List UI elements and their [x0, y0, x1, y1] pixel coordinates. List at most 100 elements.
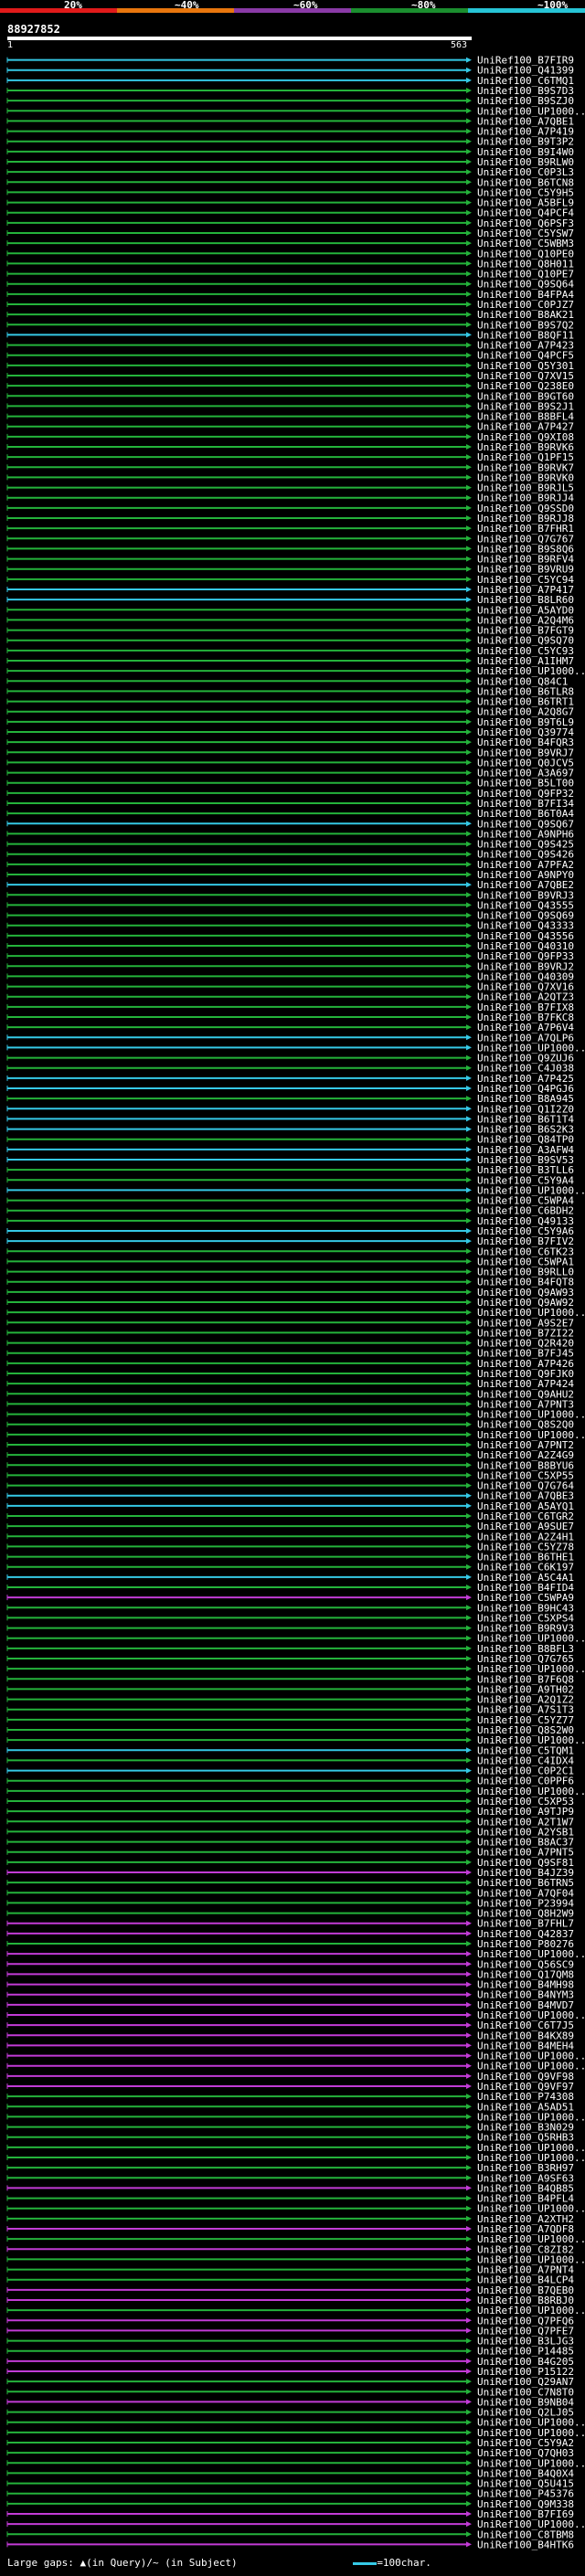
hit-row[interactable]: UniRef100_P74308	[6, 2091, 574, 2103]
hit-row[interactable]: UniRef100_B6TRN5	[6, 1877, 574, 1889]
hit-row[interactable]: UniRef100_B9R9V3	[6, 1623, 574, 1635]
hit-label[interactable]: UniRef100_B9RFV4	[477, 554, 574, 566]
hit-label[interactable]: UniRef100_B7QEB0	[477, 2284, 574, 2296]
hit-label[interactable]: UniRef100_Q8H2W9	[477, 1908, 574, 1920]
hit-row[interactable]: UniRef100_Q9XI08	[6, 431, 574, 443]
hit-label[interactable]: UniRef100_B4MH98	[477, 1979, 574, 1991]
hit-row[interactable]: UniRef100_Q9AHU2	[6, 1388, 574, 1400]
hit-label[interactable]: UniRef100_Q6PSF3	[477, 217, 574, 229]
hit-label[interactable]: UniRef100_B4NYM3	[477, 1989, 574, 2001]
hit-row[interactable]: UniRef100_A9TJP9	[6, 1806, 574, 1818]
hit-label[interactable]: UniRef100_C5XP55	[477, 1469, 574, 1481]
hit-label[interactable]: UniRef100_Q7PFQ6	[477, 2315, 574, 2327]
hit-label[interactable]: UniRef100_Q5U415	[477, 2478, 574, 2490]
hit-label[interactable]: UniRef100_A9SUE7	[477, 1521, 574, 1532]
hit-label[interactable]: UniRef100_Q7G767	[477, 533, 574, 545]
hit-row[interactable]: UniRef100_B9NB04	[6, 2396, 574, 2408]
hit-label[interactable]: UniRef100_UP1000...	[477, 2457, 585, 2469]
hit-row[interactable]: UniRef100_C0PJZ7	[6, 299, 574, 311]
hit-row[interactable]: UniRef100_Q8S2Q0	[6, 1419, 574, 1431]
hit-label[interactable]: UniRef100_C5Y9H5	[477, 186, 574, 198]
hit-label[interactable]: UniRef100_B8A945	[477, 1093, 574, 1105]
hit-label[interactable]: UniRef100_Q9ZUJ6	[477, 1053, 574, 1065]
hit-row[interactable]: UniRef100_Q7G767	[6, 533, 574, 545]
hit-row[interactable]: UniRef100_A9SF63	[6, 2172, 574, 2184]
hit-label[interactable]: UniRef100_Q9SQ67	[477, 818, 574, 830]
hit-row[interactable]: UniRef100_C5YC94	[6, 574, 574, 586]
hit-row[interactable]: UniRef100_C5Y9A2	[6, 2437, 574, 2449]
hit-label[interactable]: UniRef100_B9S7D3	[477, 85, 574, 97]
hit-row[interactable]: UniRef100_B7QEB0	[6, 2284, 574, 2296]
hit-label[interactable]: UniRef100_A5AYD0	[477, 604, 574, 616]
hit-row[interactable]: UniRef100_C0PPF6	[6, 1776, 574, 1787]
hit-label[interactable]: UniRef100_P15122	[477, 2366, 574, 2378]
hit-label[interactable]: UniRef100_UP1000...	[477, 1307, 585, 1319]
hit-row[interactable]: UniRef100_A7PFA2	[6, 859, 574, 871]
hit-label[interactable]: UniRef100_C4IDX4	[477, 1754, 574, 1766]
hit-row[interactable]: UniRef100_UP1000...	[6, 2233, 585, 2245]
hit-label[interactable]: UniRef100_B9RLL0	[477, 1267, 574, 1278]
hit-label[interactable]: UniRef100_C5WPA4	[477, 1195, 574, 1207]
hit-label[interactable]: UniRef100_A7PFA2	[477, 859, 574, 871]
hit-row[interactable]: UniRef100_B8AK21	[6, 309, 574, 321]
hit-label[interactable]: UniRef100_A7QF04	[477, 1887, 574, 1899]
hit-row[interactable]: UniRef100_B7FJ45	[6, 1348, 574, 1360]
hit-row[interactable]: UniRef100_B6TCN8	[6, 176, 574, 188]
hit-row[interactable]: UniRef100_B4QB85	[6, 2182, 574, 2194]
hit-row[interactable]: UniRef100_Q5RHB3	[6, 2132, 574, 2144]
hit-row[interactable]: UniRef100_Q56SC9	[6, 1958, 574, 1970]
hit-label[interactable]: UniRef100_C5YZ78	[477, 1541, 574, 1553]
hit-label[interactable]: UniRef100_B4QB85	[477, 2182, 574, 2194]
hit-row[interactable]: UniRef100_UP1000...	[6, 2518, 585, 2530]
hit-row[interactable]: UniRef100_Q9SF81	[6, 1857, 574, 1869]
hit-row[interactable]: UniRef100_A9S2E7	[6, 1317, 574, 1329]
hit-label[interactable]: UniRef100_Q9SQ70	[477, 635, 574, 647]
hit-label[interactable]: UniRef100_Q9FP32	[477, 788, 574, 800]
hit-row[interactable]: UniRef100_B6TLR8	[6, 685, 574, 697]
hit-row[interactable]: UniRef100_Q7XV16	[6, 981, 574, 993]
hit-label[interactable]: UniRef100_A9TH02	[477, 1683, 574, 1695]
hit-row[interactable]: UniRef100_C0P3L3	[6, 166, 574, 178]
hit-label[interactable]: UniRef100_B4PFL4	[477, 2193, 574, 2205]
hit-label[interactable]: UniRef100_B8AC37	[477, 1837, 574, 1849]
hit-label[interactable]: UniRef100_C5YZ77	[477, 1714, 574, 1726]
hit-row[interactable]: UniRef100_C6BDH2	[6, 1205, 574, 1217]
hit-label[interactable]: UniRef100_C8ZI82	[477, 2243, 574, 2255]
hit-row[interactable]: UniRef100_B8AC37	[6, 1837, 574, 1849]
hit-row[interactable]: UniRef100_Q43556	[6, 930, 574, 942]
hit-label[interactable]: UniRef100_B7FGT9	[477, 625, 574, 637]
hit-label[interactable]: UniRef100_B6T1T4	[477, 1113, 574, 1125]
hit-row[interactable]: UniRef100_A7QBE2	[6, 879, 574, 891]
hit-row[interactable]: UniRef100_B7ZI22	[6, 1327, 574, 1339]
hit-row[interactable]: UniRef100_C5WBM3	[6, 238, 574, 249]
hit-label[interactable]: UniRef100_B9RVK7	[477, 461, 574, 473]
hit-label[interactable]: UniRef100_B7FKC8	[477, 1012, 574, 1023]
hit-row[interactable]: UniRef100_Q9SQ70	[6, 635, 574, 647]
hit-label[interactable]: UniRef100_Q41399	[477, 65, 574, 77]
hit-label[interactable]: UniRef100_P23994	[477, 1897, 574, 1909]
hit-row[interactable]: UniRef100_Q238E0	[6, 380, 574, 392]
hit-label[interactable]: UniRef100_C4J038	[477, 1063, 574, 1075]
hit-row[interactable]: UniRef100_B3LJG3	[6, 2336, 574, 2348]
hit-row[interactable]: UniRef100_A7QBE3	[6, 1490, 574, 1502]
hit-label[interactable]: UniRef100_Q9AHU2	[477, 1388, 574, 1400]
hit-row[interactable]: UniRef100_C8ZI82	[6, 2243, 574, 2255]
hit-label[interactable]: UniRef100_UP1000...	[477, 2203, 585, 2215]
hit-label[interactable]: UniRef100_C0PJZ7	[477, 299, 574, 311]
hit-label[interactable]: UniRef100_A2Z4G9	[477, 1449, 574, 1461]
hit-row[interactable]: UniRef100_P14485	[6, 2346, 574, 2358]
hit-row[interactable]: UniRef100_Q7QH03	[6, 2447, 574, 2459]
hit-row[interactable]: UniRef100_B7FIV2	[6, 1235, 574, 1247]
hit-row[interactable]: UniRef100_C5WPA1	[6, 1256, 574, 1267]
hit-label[interactable]: UniRef100_C5Y9A6	[477, 1225, 574, 1237]
hit-label[interactable]: UniRef100_C6TGR2	[477, 1511, 574, 1522]
hit-row[interactable]: UniRef100_C5Y9H5	[6, 186, 574, 198]
hit-label[interactable]: UniRef100_B8BFL3	[477, 1643, 574, 1655]
hit-row[interactable]: UniRef100_B4PFL4	[6, 2193, 574, 2205]
hit-label[interactable]: UniRef100_B5LT00	[477, 778, 574, 790]
hit-label[interactable]: UniRef100_B8RBJ0	[477, 2295, 574, 2306]
hit-label[interactable]: UniRef100_B6THE1	[477, 1552, 574, 1564]
hit-row[interactable]: UniRef100_B4JZ39	[6, 1867, 574, 1879]
hit-row[interactable]: UniRef100_B9S8Q6	[6, 543, 574, 555]
hit-label[interactable]: UniRef100_B7FIX8	[477, 1002, 574, 1013]
